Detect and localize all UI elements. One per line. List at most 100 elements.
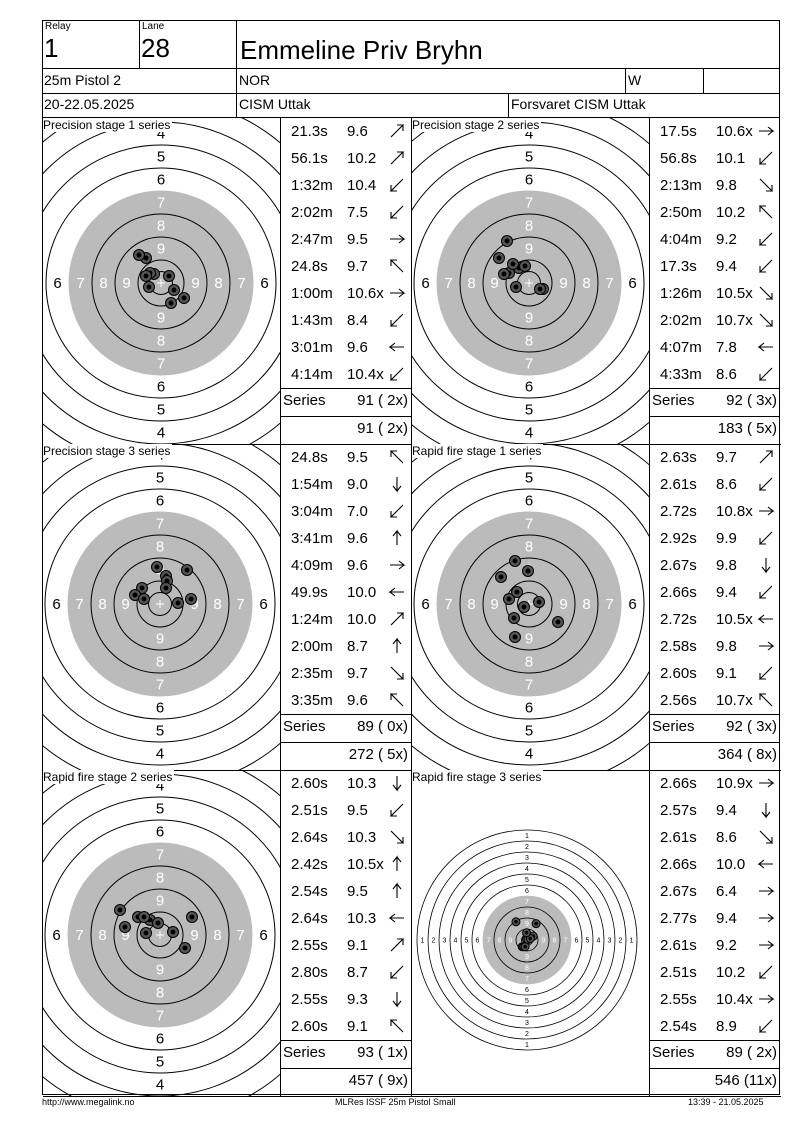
svg-text:6: 6 bbox=[53, 275, 61, 292]
svg-text:9: 9 bbox=[156, 962, 164, 979]
direction-arrow-icon bbox=[387, 311, 407, 329]
shot-row: 2.67s 6.4 bbox=[650, 878, 780, 905]
direction-arrow-icon bbox=[756, 311, 776, 329]
shot-impact bbox=[179, 942, 191, 954]
shot-row: 1:00m 10.6x bbox=[281, 280, 411, 307]
shot-time: 2.51s bbox=[291, 802, 328, 819]
direction-arrow-icon bbox=[756, 203, 776, 221]
shot-row: 1:24m 10.0 bbox=[281, 606, 411, 633]
svg-text:2: 2 bbox=[525, 844, 529, 851]
direction-arrow-icon bbox=[756, 1017, 776, 1035]
running-total: 364 ( 8x) bbox=[650, 742, 780, 770]
shot-impact bbox=[172, 597, 184, 609]
series-value: 92 ( 3x) bbox=[726, 392, 777, 409]
shot-value: 8.4 bbox=[347, 312, 368, 329]
shot-row: 2.80s 8.7 bbox=[281, 959, 411, 986]
svg-text:3: 3 bbox=[525, 855, 529, 862]
svg-text:7: 7 bbox=[444, 596, 452, 613]
shot-impact bbox=[181, 564, 193, 576]
shot-row: 21.3s 9.6 bbox=[281, 118, 411, 145]
svg-text:5: 5 bbox=[525, 998, 529, 1005]
svg-text:4: 4 bbox=[525, 746, 533, 763]
shot-row: 2.55s 9.1 bbox=[281, 932, 411, 959]
shot-row: 3:04m 7.0 bbox=[281, 498, 411, 525]
shot-value: 8.9 bbox=[716, 1018, 737, 1035]
shot-row: 17.3s 9.4 bbox=[650, 253, 780, 280]
direction-arrow-icon bbox=[756, 855, 776, 873]
svg-text:7: 7 bbox=[605, 596, 613, 613]
shooter-name: Emmeline Priv Bryhn bbox=[240, 35, 483, 65]
svg-text:3: 3 bbox=[525, 1020, 529, 1027]
shot-list: 17.5s 10.6x 56.8s 10.1 2:13m 9.8 2:50m 10.2 4:04… bbox=[650, 118, 780, 445]
shot-value: 10.3 bbox=[347, 829, 377, 846]
direction-arrow-icon bbox=[756, 637, 776, 655]
shot-time: 17.5s bbox=[660, 123, 697, 140]
svg-text:8: 8 bbox=[99, 275, 107, 292]
svg-text:2: 2 bbox=[619, 938, 623, 945]
series-value: 89 ( 0x) bbox=[357, 718, 408, 735]
shot-row: 2.61s 8.6 bbox=[650, 471, 780, 498]
shot-value: 7.5 bbox=[347, 204, 368, 221]
direction-arrow-icon bbox=[756, 529, 776, 547]
shot-value: 7.8 bbox=[716, 339, 737, 356]
direction-arrow-icon bbox=[756, 448, 776, 466]
shot-value: 10.8x bbox=[716, 503, 753, 520]
shot-row: 2.77s 9.4 bbox=[650, 905, 780, 932]
direction-arrow-icon bbox=[387, 257, 407, 275]
shot-row: 24.8s 9.5 bbox=[281, 444, 411, 471]
svg-text:5: 5 bbox=[525, 149, 533, 166]
shot-impact bbox=[140, 252, 152, 264]
shot-impact bbox=[493, 252, 505, 264]
svg-text:7: 7 bbox=[525, 356, 533, 373]
shot-value: 7.0 bbox=[347, 503, 368, 520]
shot-value: 10.6x bbox=[716, 123, 753, 140]
svg-text:9: 9 bbox=[525, 954, 529, 961]
series-label: Series bbox=[652, 718, 695, 735]
running-total: 457 ( 9x) bbox=[281, 1068, 411, 1096]
shot-impact bbox=[160, 582, 172, 594]
shot-time: 2.55s bbox=[660, 991, 697, 1008]
svg-text:8: 8 bbox=[157, 218, 165, 235]
club: Forsvaret CISM Uttak bbox=[511, 96, 646, 112]
shot-time: 2:47m bbox=[291, 231, 333, 248]
direction-arrow-icon bbox=[387, 963, 407, 981]
series-value: 92 ( 3x) bbox=[726, 718, 777, 735]
svg-text:8: 8 bbox=[98, 596, 106, 613]
series-label: Series bbox=[283, 1044, 326, 1061]
shot-value: 9.6 bbox=[347, 123, 368, 140]
direction-arrow-icon bbox=[756, 610, 776, 628]
svg-text:6: 6 bbox=[156, 700, 164, 717]
svg-text:6: 6 bbox=[628, 596, 636, 613]
svg-text:7: 7 bbox=[75, 596, 83, 613]
shot-row: 1:54m 9.0 bbox=[281, 471, 411, 498]
shot-row: 4:04m 9.2 bbox=[650, 226, 780, 253]
shot-row: 56.1s 10.2 bbox=[281, 145, 411, 172]
shot-row: 2.58s 9.8 bbox=[650, 633, 780, 660]
svg-text:7: 7 bbox=[237, 275, 245, 292]
svg-text:5: 5 bbox=[586, 938, 590, 945]
shot-value: 10.7x bbox=[716, 312, 753, 329]
svg-text:8: 8 bbox=[525, 654, 533, 671]
svg-text:6: 6 bbox=[156, 824, 164, 841]
shot-time: 17.3s bbox=[660, 258, 697, 275]
series-label: Series bbox=[652, 392, 695, 409]
shot-impact bbox=[509, 555, 521, 567]
shot-time: 2.77s bbox=[660, 910, 697, 927]
svg-text:1: 1 bbox=[421, 938, 425, 945]
shot-row: 56.8s 10.1 bbox=[650, 145, 780, 172]
direction-arrow-icon bbox=[387, 1017, 407, 1035]
stage-panel: 4 4 5 5 6 6 6 6 7 7 7 7 8 8 8 8 9 9 9 9 Precision stage 2 se… bbox=[412, 118, 781, 445]
shot-impact bbox=[138, 911, 150, 923]
gender: W bbox=[628, 72, 642, 88]
shot-value: 10.0 bbox=[716, 856, 746, 873]
shot-time: 2.61s bbox=[660, 829, 697, 846]
shot-time: 3:04m bbox=[291, 503, 333, 520]
shot-time: 1:26m bbox=[660, 285, 702, 302]
direction-arrow-icon bbox=[387, 801, 407, 819]
shot-impact bbox=[178, 292, 190, 304]
shot-impact bbox=[136, 582, 148, 594]
